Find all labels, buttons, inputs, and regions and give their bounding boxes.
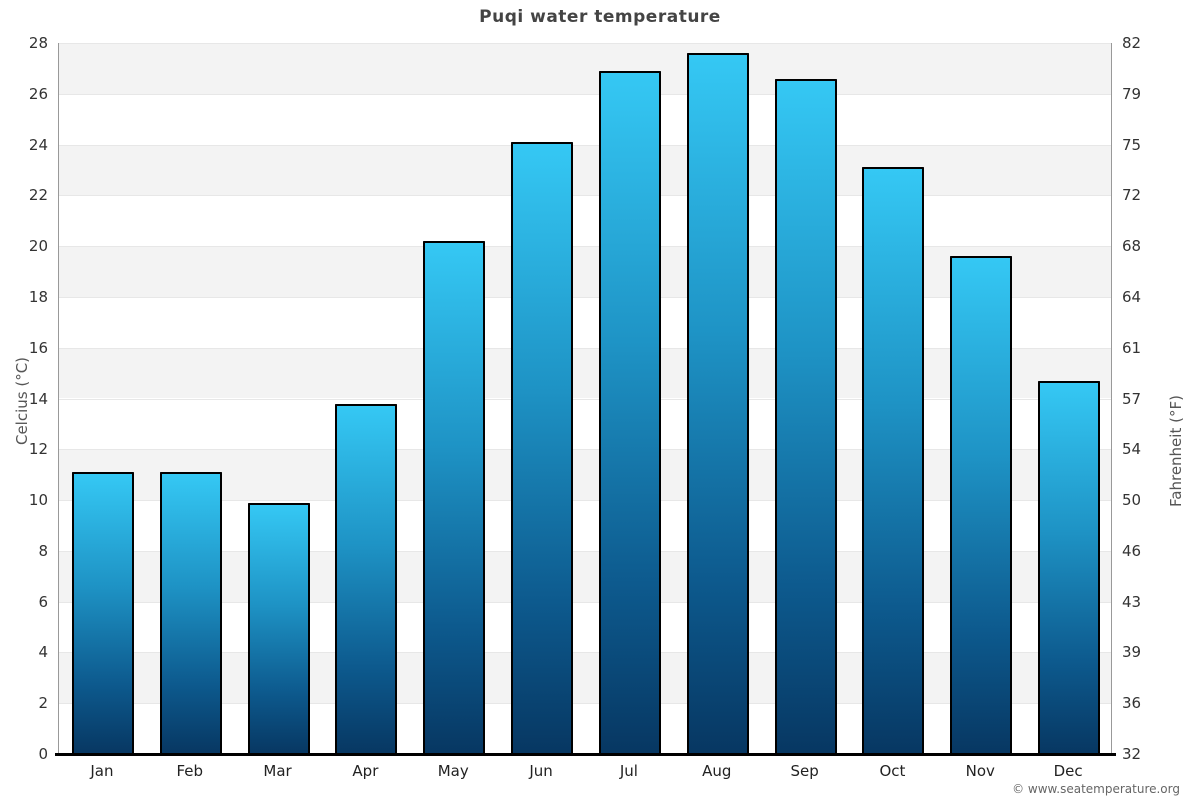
plot-band-6-8 [59, 550, 1111, 602]
gridline-2 [59, 703, 1111, 705]
y-tick-fahrenheit-46: 46 [1122, 541, 1142, 560]
y-tick-celsius-6: 6 [38, 592, 48, 611]
chart-title: Puqi water temperature [479, 7, 721, 27]
y-tick-celsius-8: 8 [38, 541, 48, 560]
y-tick-celsius-24: 24 [28, 135, 48, 154]
plot-band-18-20 [59, 246, 1111, 297]
gridline-6 [59, 601, 1111, 603]
x-tick-feb: Feb [176, 762, 204, 780]
y-tick-fahrenheit-43: 43 [1122, 592, 1142, 611]
x-tick-jun: Jun [529, 762, 553, 780]
gridline-8 [59, 550, 1111, 552]
y-tick-fahrenheit-72: 72 [1122, 186, 1142, 205]
x-tick-dec: Dec [1053, 762, 1083, 780]
bar-feb[interactable] [159, 472, 222, 754]
y-tick-fahrenheit-54: 54 [1122, 440, 1142, 459]
plot-band-2-4 [59, 652, 1111, 704]
plot-band-22-24 [59, 144, 1111, 196]
y-tick-celsius-28: 28 [28, 34, 48, 52]
bar-may[interactable] [423, 241, 486, 754]
plot-band-14-16 [59, 347, 1111, 399]
gridline-22 [59, 195, 1111, 197]
y-tick-celsius-20: 20 [28, 237, 48, 256]
bar-jul[interactable] [598, 70, 661, 754]
y-tick-fahrenheit-39: 39 [1122, 643, 1142, 662]
copyright-attribution: © www.seatemperature.org [1012, 782, 1180, 796]
gridline-26 [59, 93, 1111, 95]
x-tick-oct: Oct [879, 762, 906, 780]
y-tick-fahrenheit-61: 61 [1122, 338, 1142, 357]
y-tick-fahrenheit-82: 82 [1122, 34, 1142, 52]
gridline-18 [59, 296, 1111, 298]
y-tick-fahrenheit-64: 64 [1122, 287, 1142, 306]
bar-dec[interactable] [1038, 380, 1101, 754]
bar-oct[interactable] [862, 167, 925, 754]
bar-jan[interactable] [71, 472, 134, 754]
y-tick-fahrenheit-79: 79 [1122, 84, 1142, 103]
y-tick-fahrenheit-50: 50 [1122, 491, 1142, 510]
x-tick-sep: Sep [790, 762, 819, 780]
x-axis-baseline [55, 753, 1116, 756]
gridline-12 [59, 449, 1111, 451]
y-tick-celsius-10: 10 [28, 491, 48, 510]
bar-sep[interactable] [774, 78, 837, 754]
x-tick-jan: Jan [90, 762, 114, 780]
y-tick-fahrenheit-75: 75 [1122, 135, 1142, 154]
gridline-10 [59, 500, 1111, 502]
x-tick-apr: Apr [352, 762, 379, 780]
bar-aug[interactable] [686, 53, 749, 754]
y-tick-celsius-0: 0 [38, 745, 48, 763]
bar-jun[interactable] [511, 142, 574, 754]
y-tick-fahrenheit-32: 32 [1122, 745, 1142, 763]
plot-band-24-26 [59, 94, 1111, 145]
gridline-20 [59, 246, 1111, 248]
y-tick-celsius-26: 26 [28, 84, 48, 103]
gridline-16 [59, 347, 1111, 349]
y-tick-celsius-14: 14 [28, 389, 48, 408]
y-tick-fahrenheit-68: 68 [1122, 237, 1142, 256]
bar-apr[interactable] [335, 403, 398, 754]
plot-area [58, 43, 1112, 754]
gridline-24 [59, 144, 1111, 146]
y-tick-fahrenheit-57: 57 [1122, 389, 1142, 408]
bar-mar[interactable] [247, 502, 310, 754]
gridline-28 [59, 43, 1111, 44]
x-tick-may: May [437, 762, 469, 780]
plot-band-20-22 [59, 195, 1111, 246]
plot-band-10-12 [59, 449, 1111, 501]
y-tick-celsius-18: 18 [28, 287, 48, 306]
y-tick-celsius-2: 2 [38, 694, 48, 713]
y-tick-celsius-4: 4 [38, 643, 48, 662]
y-tick-celsius-12: 12 [28, 440, 48, 459]
bar-nov[interactable] [950, 256, 1013, 754]
y-tick-fahrenheit-36: 36 [1122, 694, 1142, 713]
gridline-4 [59, 652, 1111, 654]
x-tick-mar: Mar [263, 762, 292, 780]
plot-band-26-28 [59, 43, 1111, 94]
x-tick-nov: Nov [965, 762, 995, 780]
y-tick-celsius-22: 22 [28, 186, 48, 205]
y-tick-celsius-16: 16 [28, 338, 48, 357]
gridline-14 [59, 398, 1111, 400]
x-tick-jul: Jul [619, 762, 638, 780]
x-tick-aug: Aug [702, 762, 732, 780]
